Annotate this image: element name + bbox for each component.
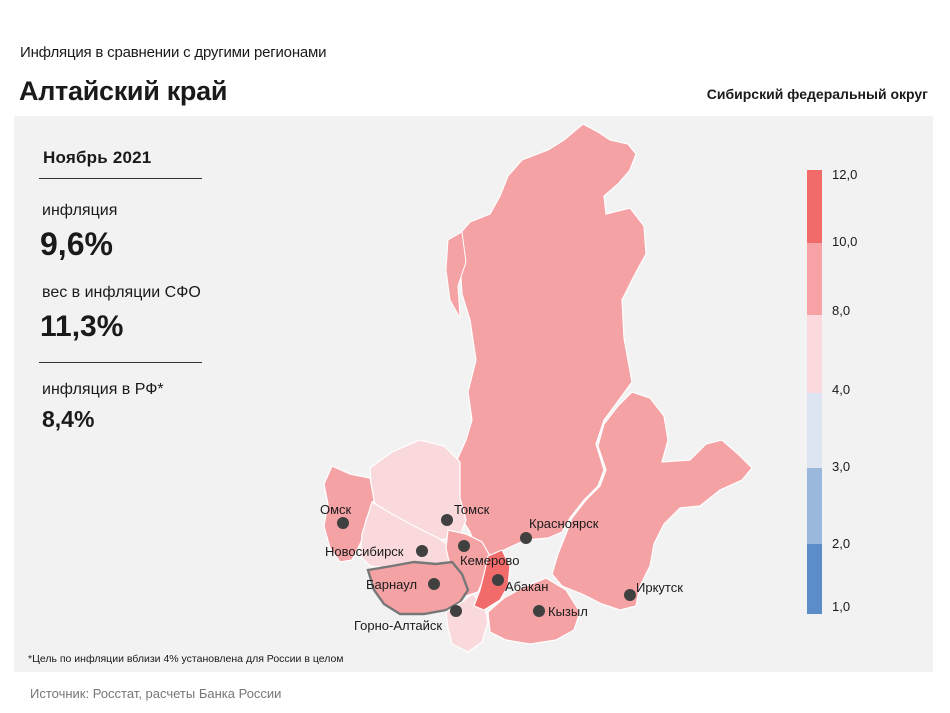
legend-tick-12: 12,0	[832, 167, 858, 182]
city-marker-gorno-altaysk	[450, 605, 462, 617]
city-label-krasnoyarsk: Красноярск	[529, 516, 599, 531]
footnote: *Цель по инфляции вблизи 4% установлена …	[28, 653, 344, 665]
legend-tick-8: 8,0	[832, 303, 851, 318]
region-title: Алтайский край	[19, 76, 228, 106]
weight-value: 11,3%	[40, 310, 124, 343]
city-marker-novosibirsk	[416, 545, 428, 557]
rf-inflation-value: 8,4%	[42, 406, 95, 432]
legend-tick-2: 2,0	[832, 536, 851, 551]
legend-segment-2-3	[807, 468, 822, 544]
city-label-kyzyl: Кызыл	[548, 604, 588, 619]
divider-bottom	[39, 362, 202, 363]
period-label: Ноябрь 2021	[43, 148, 152, 167]
city-marker-irkutsk	[624, 589, 636, 601]
city-marker-omsk	[337, 517, 349, 529]
legend-segment-8-10	[807, 243, 822, 315]
district-label: Сибирский федеральный округ	[706, 86, 928, 102]
legend-segment-4-8	[807, 315, 822, 393]
chart-subtitle: Инфляция в сравнении с другими регионами	[20, 44, 327, 61]
legend-tick-1: 1,0	[832, 599, 851, 614]
legend-tick-4: 4,0	[832, 382, 851, 397]
city-label-tomsk: Томск	[454, 502, 490, 517]
legend-tick-3: 3,0	[832, 459, 851, 474]
legend-segment-1-2	[807, 544, 822, 614]
city-label-abakan: Абакан	[505, 579, 548, 594]
source-note: Источник: Росстат, расчеты Банка России	[30, 686, 282, 701]
region-altai-krai	[366, 560, 470, 616]
region-irkutsk	[551, 391, 753, 611]
city-marker-kemerovo	[458, 540, 470, 552]
city-label-barnaul: Барнаул	[366, 577, 417, 592]
inflation-value: 9,6%	[40, 226, 113, 262]
city-marker-kyzyl	[533, 605, 545, 617]
region-krasnoyarsk-strip	[445, 231, 467, 319]
city-marker-abakan	[492, 574, 504, 586]
legend-tick-10: 10,0	[832, 234, 858, 249]
city-marker-krasnoyarsk	[520, 532, 532, 544]
city-label-novosibirsk: Новосибирск	[325, 544, 404, 559]
rf-inflation-label: инфляция в РФ*	[42, 381, 164, 398]
city-label-omsk: Омск	[320, 502, 352, 517]
divider-top	[39, 178, 202, 179]
city-label-irkutsk: Иркутск	[636, 580, 683, 595]
weight-label: вес в инфляции СФО	[42, 284, 201, 301]
city-label-gorno-altaysk: Горно-Алтайск	[354, 618, 442, 633]
city-marker-barnaul	[428, 578, 440, 590]
inflation-label: инфляция	[42, 202, 118, 219]
city-label-kemerovo: Кемерово	[460, 553, 519, 568]
legend-segment-3-4	[807, 393, 822, 468]
city-marker-tomsk	[441, 514, 453, 526]
legend-segment-10-12	[807, 170, 822, 243]
